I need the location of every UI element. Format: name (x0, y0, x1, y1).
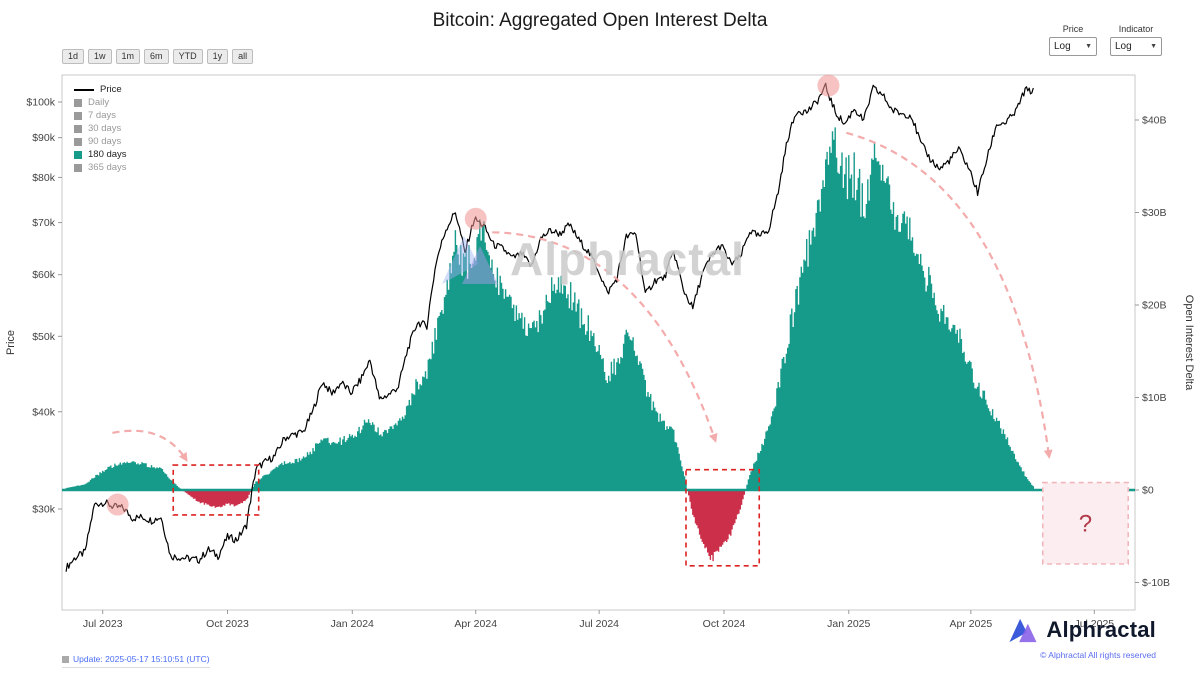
price-scale-label: Price (1062, 24, 1084, 34)
legend-square-swatch (74, 98, 82, 107)
range-button-1m[interactable]: 1m (115, 49, 141, 64)
legend-square-swatch (74, 163, 82, 172)
price-axis-tick-label: $40k (32, 406, 56, 418)
update-icon (62, 655, 69, 663)
update-timestamp: Update: 2025-05-17 15:10:51 (UTC) (62, 654, 210, 668)
negative-delta-highlight-rect (685, 468, 761, 567)
indicator-scale-select[interactable]: Log ▼ (1110, 37, 1162, 56)
price-axis-tick-label: $80k (32, 172, 56, 184)
x-axis-tick-label: Oct 2024 (703, 618, 746, 630)
oi-delta-bars-negative (182, 490, 745, 562)
legend-square-swatch (74, 137, 82, 146)
x-axis-tick-label: Jan 2024 (331, 618, 374, 630)
legend-square-swatch (74, 111, 82, 120)
trend-arrow (492, 231, 718, 443)
indicator-scale-value: Log (1115, 41, 1132, 52)
legend-item-label: Price (100, 84, 122, 95)
chart-title: Bitcoin: Aggregated Open Interest Delta (432, 10, 768, 31)
plot-border (61, 74, 1136, 611)
oi-axis-tick-label: $20B (1142, 300, 1167, 312)
price-scale-control: Price Log ▼ (1049, 24, 1097, 56)
legend-item-label: 180 days (88, 149, 127, 160)
range-button-1d[interactable]: 1d (62, 49, 85, 64)
range-button-1y[interactable]: 1y (206, 49, 229, 64)
range-button-6m[interactable]: 6m (144, 49, 169, 64)
legend-item-365-days[interactable]: 365 days (74, 161, 127, 174)
x-axis-tick-label: Apr 2025 (950, 618, 993, 630)
range-button-all[interactable]: all (232, 49, 254, 64)
legend-item-daily[interactable]: Daily (74, 96, 127, 109)
peak-highlight-circle (106, 493, 129, 516)
price-axis-tick-label: $60k (32, 269, 56, 281)
price-axis-tick-label: $90k (32, 132, 56, 144)
x-axis-tick-label: Apr 2024 (454, 618, 497, 630)
brand-footer: Alphractal (1007, 616, 1156, 644)
x-axis-tick-label: Jul 2025 (1074, 618, 1114, 630)
legend-square-swatch (74, 150, 82, 159)
x-axis-tick-label: Jul 2024 (579, 618, 619, 630)
chevron-down-icon: ▼ (1150, 43, 1157, 50)
legend-item-90-days[interactable]: 90 days (74, 135, 127, 148)
legend-item-label: 90 days (88, 136, 122, 147)
oi-axis-tick-label: $10B (1142, 392, 1167, 404)
x-axis-tick-label: Jan 2025 (827, 618, 870, 630)
legend-item-label: 365 days (88, 162, 127, 173)
legend-square-swatch (74, 124, 82, 133)
price-axis-tick-label: $70k (32, 217, 56, 229)
question-box (1041, 481, 1130, 565)
alphractal-logo-icon (1009, 618, 1037, 643)
range-button-1w[interactable]: 1w (88, 49, 112, 64)
trend-arrow (112, 429, 188, 462)
range-toolbar: 1d 1w 1m 6m YTD 1y all (62, 49, 254, 64)
legend-item-price[interactable]: Price (74, 83, 127, 96)
chart-legend: Price Daily 7 days 30 days 90 days 180 days 36… (70, 80, 133, 178)
chevron-down-icon: ▼ (1085, 43, 1092, 50)
negative-delta-highlight-rect (172, 464, 260, 516)
question-mark: ? (1079, 510, 1092, 537)
peak-highlight-circle (817, 74, 840, 97)
x-axis-tick-label: Jul 2023 (83, 618, 123, 630)
price-axis-tick-label: $50k (32, 331, 56, 343)
legend-item-7-days[interactable]: 7 days (74, 109, 127, 122)
indicator-scale-control: Indicator Log ▼ (1110, 24, 1162, 56)
price-scale-value: Log (1054, 41, 1071, 52)
price-line (65, 82, 1034, 572)
oi-axis-tick-label: $40B (1142, 115, 1167, 127)
trend-arrow (846, 131, 1053, 459)
oi-axis-tick-label: $30B (1142, 207, 1167, 219)
oi-delta-bars-positive (65, 127, 1034, 490)
price-axis-title: Price (5, 330, 17, 355)
oi-axis-title: Open Interest Delta (1183, 295, 1195, 391)
indicator-scale-label: Indicator (1118, 24, 1154, 34)
price-scale-select[interactable]: Log ▼ (1049, 37, 1097, 56)
price-axis-tick-label: $100k (26, 97, 55, 109)
x-axis-tick-label: Oct 2023 (206, 618, 249, 630)
legend-item-180-days[interactable]: 180 days (74, 148, 127, 161)
peak-highlight-circle (464, 207, 487, 230)
oi-axis-tick-label: $0 (1142, 485, 1154, 497)
range-button-ytd[interactable]: YTD (172, 49, 203, 64)
legend-line-swatch (74, 88, 94, 91)
price-axis-tick-label: $30k (32, 504, 56, 516)
legend-item-label: 30 days (88, 123, 122, 134)
legend-item-30-days[interactable]: 30 days (74, 122, 127, 135)
legend-item-label: Daily (88, 97, 110, 108)
copyright-text: © Alphractal All rights reserved (1040, 650, 1156, 660)
update-text: Update: 2025-05-17 15:10:51 (UTC) (73, 654, 210, 664)
legend-item-label: 7 days (88, 110, 116, 121)
brand-name: Alphractal (1046, 617, 1156, 642)
oi-axis-tick-label: $-10B (1142, 577, 1170, 589)
